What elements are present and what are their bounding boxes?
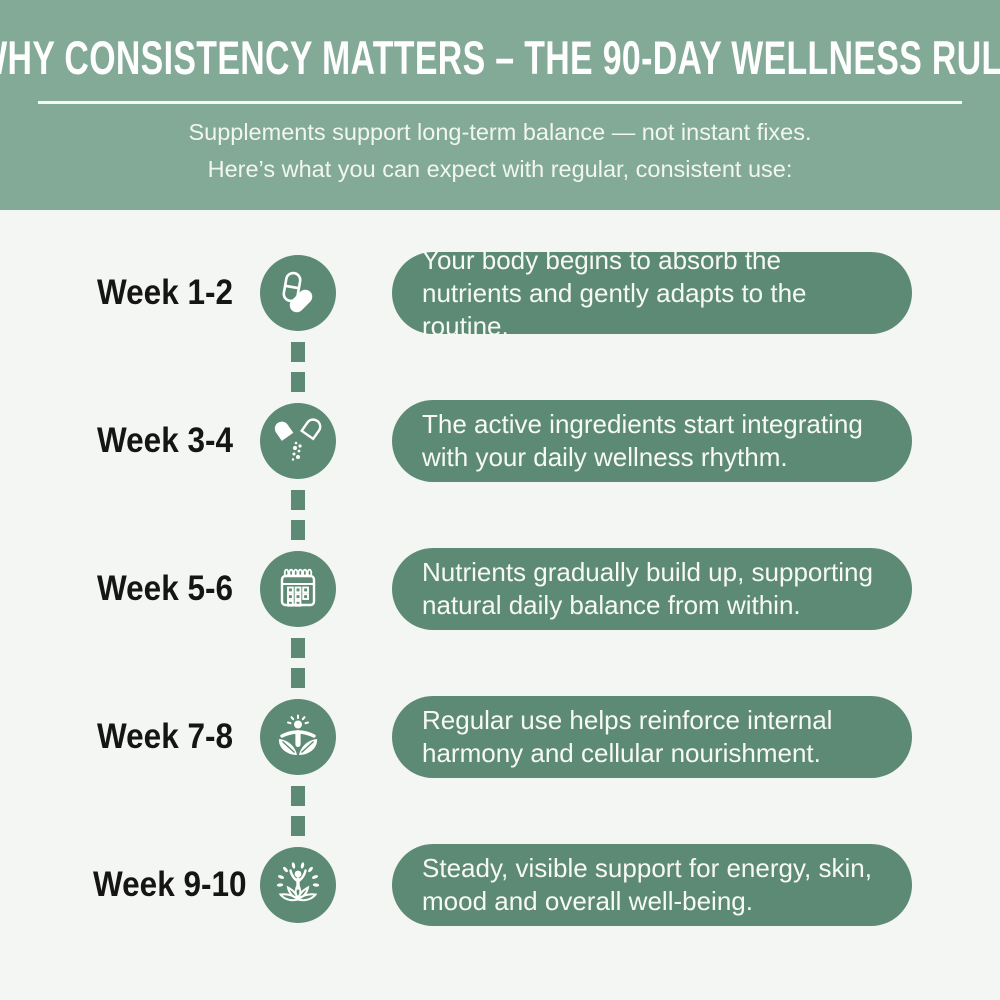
week-label-1: Week 1-2	[96, 273, 233, 312]
week-label-5: Week 9-10	[93, 865, 247, 904]
description-bubble-2: The active ingredients start integrating…	[392, 400, 912, 482]
description-bubble-4: Regular use helps reinforce internal har…	[392, 696, 912, 778]
subtitle-line-1: Supplements support long-term balance — …	[188, 119, 812, 145]
timeline: Week 1-2 Your body begins to absorb the …	[0, 210, 1000, 959]
icon-column	[245, 699, 351, 775]
timeline-connector-1	[291, 331, 305, 403]
description-bubble-1: Your body begins to absorb the nutrients…	[392, 245, 912, 341]
connector-dash	[291, 785, 305, 806]
timeline-row-2: Week 3-4	[0, 367, 1000, 515]
growth-person-icon	[260, 699, 336, 775]
connector-dash	[291, 816, 305, 837]
icon-column	[245, 847, 351, 923]
week-label-3: Week 5-6	[96, 569, 233, 608]
timeline-row-1: Week 1-2 Your body begins to absorb the …	[0, 219, 1000, 367]
title-divider	[38, 101, 962, 104]
page-title: WHY CONSISTENCY MATTERS – THE 90-DAY WEL…	[0, 31, 1000, 84]
timeline-row-4: Week 7-8	[0, 663, 1000, 811]
icon-column	[245, 403, 351, 479]
icon-column	[245, 551, 351, 627]
connector-dash	[291, 489, 305, 510]
subtitle: Supplements support long-term balance — …	[188, 114, 811, 188]
connector-dash	[291, 372, 305, 393]
timeline-row-3: Week 5-6	[0, 515, 1000, 663]
connector-dash	[291, 341, 305, 362]
timeline-connector-2	[291, 479, 305, 551]
connector-dash	[291, 520, 305, 541]
connector-dash	[291, 668, 305, 689]
timeline-connector-3	[291, 627, 305, 699]
week-label-4: Week 7-8	[96, 717, 233, 756]
week-label-2: Week 3-4	[96, 421, 233, 460]
icon-column	[245, 255, 351, 331]
calendar-icon	[260, 551, 336, 627]
subtitle-line-2: Here’s what you can expect with regular,…	[207, 156, 793, 182]
description-bubble-5: Steady, visible support for energy, skin…	[392, 844, 912, 926]
timeline-row-5: Week 9-10	[0, 811, 1000, 959]
timeline-connector-4	[291, 775, 305, 847]
description-bubble-3: Nutrients gradually build up, supporting…	[392, 548, 912, 630]
lotus-person-icon	[260, 847, 336, 923]
connector-dash	[291, 637, 305, 658]
open-capsule-icon	[260, 403, 336, 479]
header-banner: WHY CONSISTENCY MATTERS – THE 90-DAY WEL…	[0, 0, 1000, 210]
capsules-icon	[260, 255, 336, 331]
